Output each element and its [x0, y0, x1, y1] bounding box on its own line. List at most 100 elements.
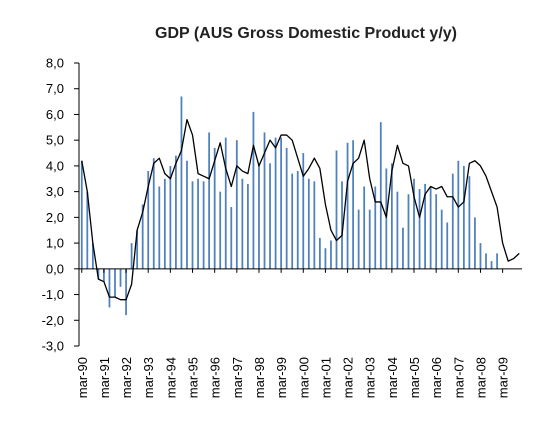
bar	[490, 261, 493, 269]
y-tick-label: 4,0	[46, 158, 64, 173]
y-tick-label: 0,0	[46, 261, 64, 276]
x-tick-label: mar-99	[274, 357, 289, 398]
bar	[130, 243, 133, 269]
y-tick-label: 5,0	[46, 133, 64, 148]
y-tick-label: 6,0	[46, 107, 64, 122]
x-tick-label: mar-05	[407, 357, 422, 398]
bar	[457, 160, 460, 269]
bar	[141, 204, 144, 269]
bar	[202, 181, 205, 269]
bar	[407, 194, 410, 269]
bar	[230, 207, 233, 269]
x-tick-label: mar-06	[429, 357, 444, 398]
bar	[402, 227, 404, 269]
chart-title: GDP (AUS Gross Domestic Product y/y)	[155, 25, 457, 42]
bar	[180, 96, 183, 269]
bar	[440, 209, 443, 269]
bar	[368, 209, 371, 269]
bar	[318, 237, 321, 269]
bar	[91, 243, 94, 269]
bar	[147, 171, 150, 269]
bar	[247, 183, 249, 269]
bar	[307, 178, 310, 269]
x-tick-label: mar-90	[75, 357, 90, 398]
bar	[152, 158, 155, 269]
bar	[186, 160, 188, 269]
x-tick-label: mar-00	[296, 357, 311, 398]
bar	[86, 191, 89, 269]
bar	[241, 178, 244, 269]
x-tick-label: mar-91	[97, 357, 112, 398]
bar	[219, 191, 222, 269]
x-tick-label: mar-97	[230, 357, 245, 398]
bar	[169, 165, 172, 269]
bar	[136, 230, 139, 269]
y-tick-label: 8,0	[46, 56, 64, 71]
bar	[429, 186, 432, 269]
bar	[468, 176, 471, 269]
bar	[363, 186, 366, 269]
x-tick-label: mar-04	[385, 357, 400, 398]
bar	[269, 163, 271, 269]
y-tick-label: 1,0	[46, 236, 64, 251]
bar	[324, 248, 327, 269]
bar	[213, 147, 216, 269]
x-tick-label: mar-03	[363, 357, 378, 398]
x-tick-label: mar-98	[252, 357, 267, 398]
gdp-line	[81, 118, 520, 301]
bar	[252, 111, 255, 269]
bar	[446, 222, 449, 269]
bar	[119, 268, 122, 287]
x-tick-label: mar-95	[186, 357, 201, 398]
bar	[330, 240, 332, 269]
x-axis: mar-90 mar-91 mar-92 mar-93 mar-94 mar-95 mar-…	[75, 268, 511, 398]
bar	[352, 140, 354, 269]
y-tick-label: -2,0	[42, 313, 64, 328]
bar	[424, 183, 426, 269]
x-tick-label: mar-09	[496, 357, 511, 398]
y-tick-label: 3,0	[46, 184, 64, 199]
y-tick-label: -3,0	[42, 339, 64, 354]
bar	[263, 132, 266, 269]
bar	[108, 268, 111, 308]
x-tick-label: mar-93	[141, 357, 156, 398]
bar	[413, 178, 415, 269]
bar	[357, 209, 360, 269]
bar	[158, 186, 161, 269]
bar	[197, 178, 199, 269]
bar	[274, 137, 277, 269]
bar	[125, 268, 127, 316]
bar	[346, 142, 349, 269]
x-tick-label: mar-07	[451, 357, 466, 398]
bar	[224, 137, 227, 269]
bar	[474, 217, 476, 269]
bar	[374, 186, 377, 269]
bar	[97, 268, 100, 280]
y-tick-label: 2,0	[46, 210, 64, 225]
bar	[479, 243, 482, 269]
x-tick-label: mar-96	[208, 357, 223, 398]
bar	[163, 178, 166, 269]
x-tick-label: mar-08	[473, 357, 488, 398]
bar	[390, 163, 393, 269]
bar	[175, 155, 177, 269]
y-tick-label: -1,0	[42, 287, 64, 302]
y-axis: -3,0 -2,0 -1,0 0,0 1,0 2,0 3,0 4,0 5,0 6,0 7,0 8,0	[42, 56, 79, 354]
bar	[485, 253, 487, 269]
x-tick-label: mar-92	[119, 357, 134, 398]
bar	[280, 137, 283, 269]
bar	[258, 163, 260, 269]
x-tick-label: mar-94	[163, 357, 178, 398]
bar	[208, 132, 211, 269]
y-tick-label: 7,0	[46, 81, 64, 96]
bar	[296, 171, 299, 269]
bar	[341, 181, 343, 269]
axes	[78, 63, 522, 346]
bar	[335, 150, 338, 269]
bar	[396, 191, 399, 269]
bar	[435, 194, 438, 269]
bar	[114, 268, 116, 298]
bar	[285, 147, 288, 269]
x-tick-label: mar-02	[341, 357, 356, 398]
